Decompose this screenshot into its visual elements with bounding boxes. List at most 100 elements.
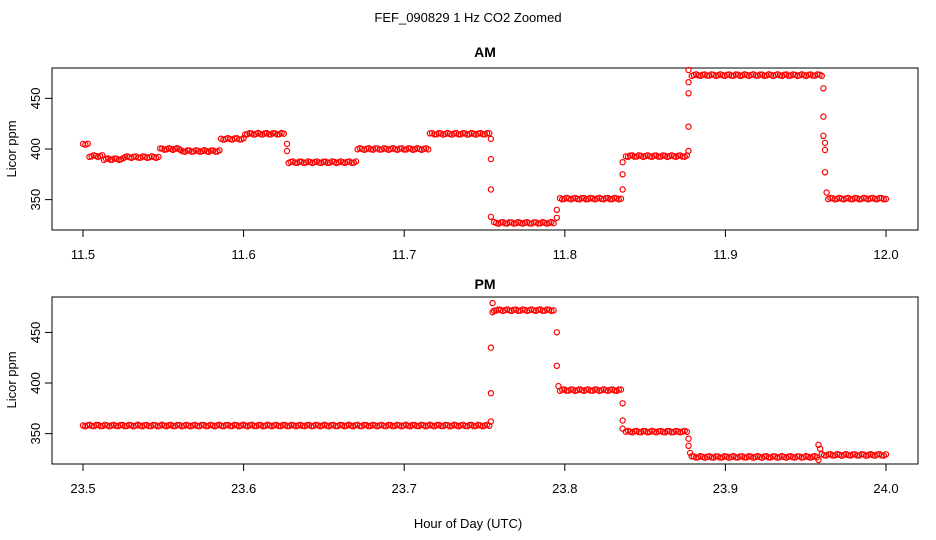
pm-data-point [683, 428, 691, 436]
am-data-point [550, 219, 557, 227]
pm-x-tick-label: 23.5 [70, 481, 95, 496]
am-y-tick-label: 450 [28, 88, 43, 110]
pm-transition-point [685, 435, 692, 442]
pm-segment-3 [622, 427, 691, 436]
am-x-tick-label: 12.0 [873, 247, 898, 262]
pm-transition-point [487, 344, 495, 351]
am-data-point [320, 158, 327, 165]
pm-data-point [409, 421, 416, 429]
am-data-point [348, 159, 355, 166]
figure-title: FEF_090829 1 Hz CO2 Zoomed [374, 10, 561, 25]
am-segment-6 [217, 134, 247, 143]
pm-plot-frame [51, 296, 919, 465]
am-transition-point [487, 155, 495, 163]
pm-x-tick-label: 23.8 [552, 481, 577, 496]
pm-transition-point [817, 445, 824, 452]
am-data-point [425, 146, 432, 153]
am-transition-point [821, 139, 829, 147]
am-segment-13 [622, 152, 691, 161]
am-transition-point [820, 85, 827, 92]
pm-data-point [736, 453, 744, 460]
pm-transition-point [685, 442, 692, 449]
pm-transition-point [553, 329, 561, 336]
am-data-point [426, 130, 434, 137]
am-data-point [207, 147, 215, 154]
am-transition-point [685, 147, 692, 155]
am-transition-point [685, 78, 692, 86]
am-y-tick-label: 350 [28, 189, 43, 211]
am-data-point [578, 194, 586, 202]
am-y-tick-label: 400 [28, 138, 43, 160]
am-segment-9 [354, 144, 432, 153]
am-data-point [280, 130, 287, 137]
am-transition-point [821, 169, 829, 176]
pm-transition-point [815, 456, 822, 464]
pm-segment-4 [688, 452, 821, 461]
am-transition-point [553, 214, 561, 221]
am-transition-point [820, 132, 827, 139]
x-axis-label: Hour of Day (UTC) [414, 516, 522, 531]
am-transition-point [619, 186, 626, 193]
am-data-point [216, 147, 223, 154]
am-segment-1 [86, 152, 106, 161]
am-transition-point [487, 135, 495, 143]
am-transition-point [823, 189, 830, 196]
pm-axes: 23.5 23.6 23.7 23.8 23.9 24.0 350 400 450 [28, 322, 899, 496]
am-data-points [79, 66, 890, 227]
am-data-point [184, 147, 191, 154]
pm-data-point [617, 386, 625, 393]
am-segment-15 [825, 194, 890, 203]
am-transition-point [685, 66, 692, 74]
am-data-point [84, 140, 92, 147]
pm-data-point [615, 386, 623, 393]
am-transition-point [619, 158, 626, 166]
am-segment-12 [556, 194, 625, 203]
am-data-point [291, 159, 299, 166]
am-panel-title: AM [474, 44, 496, 60]
am-x-tick-label: 11.9 [713, 247, 737, 262]
pm-y-axis-label: Licor ppm [4, 351, 19, 408]
pm-data-point [550, 307, 557, 314]
pm-x-tick-label: 23.7 [392, 481, 417, 496]
am-segment-11 [490, 218, 557, 227]
pm-transition-point [619, 400, 626, 407]
am-data-point [486, 130, 493, 137]
am-data-point [240, 134, 247, 142]
pm-transition-point [489, 309, 496, 316]
pm-segment-5 [818, 450, 890, 459]
pm-x-tick-label: 23.9 [713, 481, 738, 496]
pm-x-tick-label: 23.6 [231, 481, 256, 496]
am-data-point [155, 153, 162, 161]
am-data-point [483, 129, 491, 137]
am-transition-point [283, 147, 291, 155]
am-segment-10 [426, 129, 493, 138]
am-data-point [882, 195, 890, 203]
am-data-point [627, 152, 634, 159]
am-transition-point [685, 123, 692, 130]
am-data-point [241, 131, 249, 138]
am-data-point [781, 71, 788, 78]
am-segment-5 [177, 146, 223, 155]
pm-data-points [79, 299, 890, 464]
am-data-point [617, 195, 625, 202]
am-segment-7 [241, 129, 287, 138]
pm-transition-point [686, 449, 694, 457]
pm-data-point [882, 451, 890, 458]
pm-transition-point [555, 382, 562, 390]
am-data-point [479, 130, 486, 138]
am-axes: 11.5 11.6 11.7 11.8 11.9 12.0 350 400 450 [28, 88, 899, 262]
am-x-tick-label: 11.7 [392, 247, 416, 262]
pm-segment-0 [79, 421, 493, 430]
am-transition-point [820, 113, 827, 120]
pm-data-point [466, 421, 473, 429]
pm-transition-point [619, 425, 626, 432]
pm-segment-1 [490, 306, 557, 315]
pm-segment-2 [556, 386, 625, 395]
am-transition-point [821, 146, 829, 154]
am-transition-point [487, 186, 495, 193]
pm-data-point [222, 421, 229, 429]
am-x-tick-label: 11.6 [231, 247, 255, 262]
am-x-tick-label: 11.8 [553, 247, 577, 262]
